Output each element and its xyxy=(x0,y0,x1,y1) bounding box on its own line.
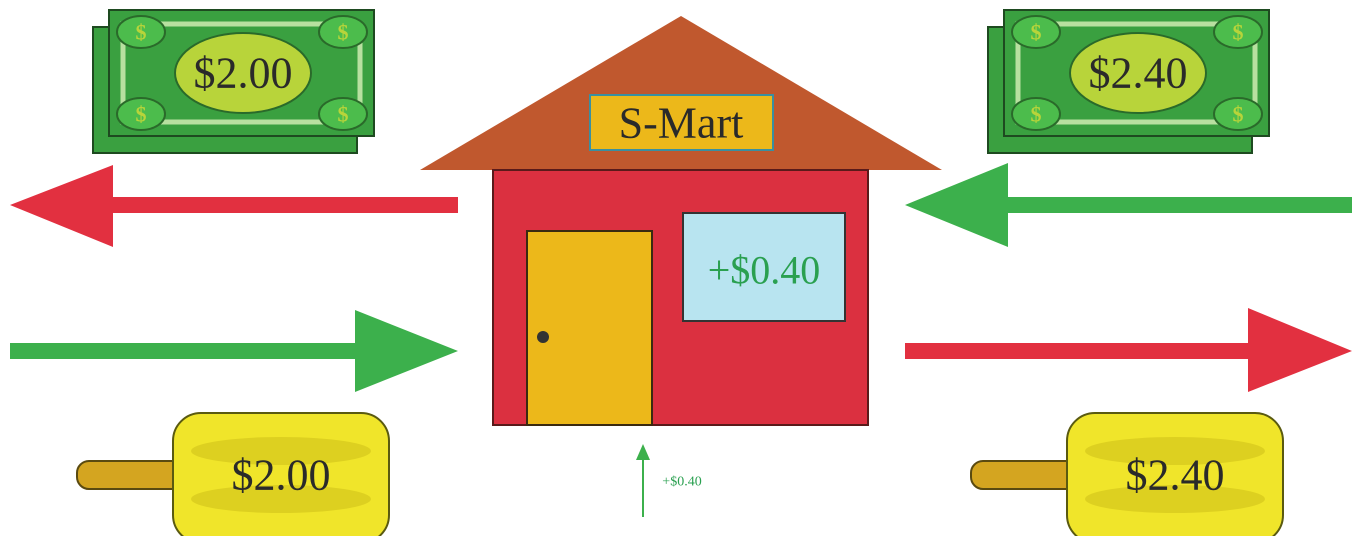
arrow xyxy=(10,165,458,247)
window-label: +$0.40 xyxy=(708,248,821,293)
markup-arrow: +$0.40 xyxy=(636,444,702,517)
bill-label: $2.00 xyxy=(194,49,293,98)
right-popsicle: $2.40 xyxy=(971,413,1283,536)
arrow xyxy=(905,308,1352,392)
store: S-Mart +$0.40 xyxy=(420,16,942,425)
markup-label: +$0.40 xyxy=(662,475,701,490)
popsicle-label: $2.00 xyxy=(232,451,331,500)
diagram: $$ $$ $2.00 $2.40 S-Mart +$0.40 xyxy=(0,0,1358,536)
arrow xyxy=(10,310,458,392)
store-name: S-Mart xyxy=(619,99,744,148)
left-bill: $2.00 xyxy=(93,10,374,153)
right-bill: $2.40 xyxy=(988,10,1269,153)
arrow xyxy=(905,163,1352,247)
popsicle-label: $2.40 xyxy=(1126,451,1225,500)
bill-label: $2.40 xyxy=(1089,49,1188,98)
left-popsicle: $2.00 xyxy=(77,413,389,536)
